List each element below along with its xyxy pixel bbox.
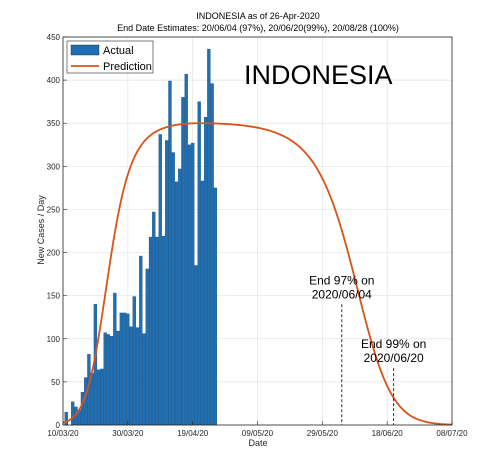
bar [210,83,214,426]
y-tick-label: 0 [56,421,61,430]
x-tick-label: 18/06/20 [372,429,404,438]
country-watermark: INDONESIA [244,60,393,90]
bar [71,401,75,426]
bar [178,168,182,426]
bar [171,152,175,426]
y-tick-label: 100 [47,335,61,344]
x-tick-label: 19/04/20 [177,429,209,438]
bar [200,180,205,426]
bar [155,236,159,426]
y-tick-label: 50 [51,378,60,387]
x-axis-ticks: 10/03/20 30/03/20 19/04/20 09/05/20 29/05/20… [47,421,468,438]
bar [168,80,172,426]
y-tick-label: 400 [47,76,61,85]
y-tick-label: 350 [47,119,61,128]
end-date-label: End 99% on [361,337,426,351]
bar [191,142,195,426]
chart-title: INDONESIA as of 26-Apr-2020 [196,11,320,21]
x-tick-label: 10/03/20 [47,429,79,438]
bar [207,48,211,426]
bar [135,327,140,426]
bar [194,265,198,426]
bar [126,313,130,426]
legend-swatch-actual [70,44,100,56]
y-axis-ticks: 0 50 100 150 200 250 300 350 400 450 [47,33,67,430]
bar [113,292,117,426]
bar [181,97,185,426]
bar [80,392,85,426]
bar [132,296,136,426]
bar [100,368,104,426]
bar [142,333,146,426]
prediction-line [62,122,453,426]
x-tick-label: 30/03/20 [112,429,144,438]
bar [116,330,120,426]
bar [187,144,192,426]
x-axis-label: Date [248,438,267,448]
bar [122,312,127,426]
bar [64,411,68,426]
bar [152,211,156,426]
bar [213,187,217,426]
bar [174,181,179,426]
bar [139,255,143,426]
bar [109,336,114,426]
bar [90,373,94,426]
bar [97,369,101,426]
bar [203,117,208,426]
y-tick-label: 250 [47,205,61,214]
bar [119,312,123,426]
bar [103,332,107,426]
y-tick-label: 200 [47,249,61,258]
y-tick-label: 300 [47,162,61,171]
bar [129,326,133,426]
legend: Actual Prediction [66,40,154,74]
bar [161,236,166,426]
y-tick-label: 450 [47,33,61,42]
bar [148,236,153,426]
bar [145,268,149,426]
chart-subtitle: End Date Estimates: 20/06/04 (97%), 20/0… [117,23,399,33]
x-tick-label: 09/05/20 [242,429,274,438]
legend-actual: Actual [103,45,134,57]
legend-prediction: Prediction [103,61,152,73]
end-date-value: 2020/06/04 [312,287,372,301]
bar [106,334,111,426]
end-date-label: End 97% on [309,273,374,287]
bar [197,101,201,426]
x-tick-label: 08/07/20 [436,429,468,438]
end-date-value: 2020/06/20 [364,351,424,365]
x-tick-label: 29/05/20 [307,429,339,438]
bar [184,73,188,426]
y-axis-label: New Cases / Day [36,195,46,265]
bar [158,134,162,426]
y-tick-label: 150 [47,292,61,301]
bar [165,140,169,426]
bar [84,377,88,426]
